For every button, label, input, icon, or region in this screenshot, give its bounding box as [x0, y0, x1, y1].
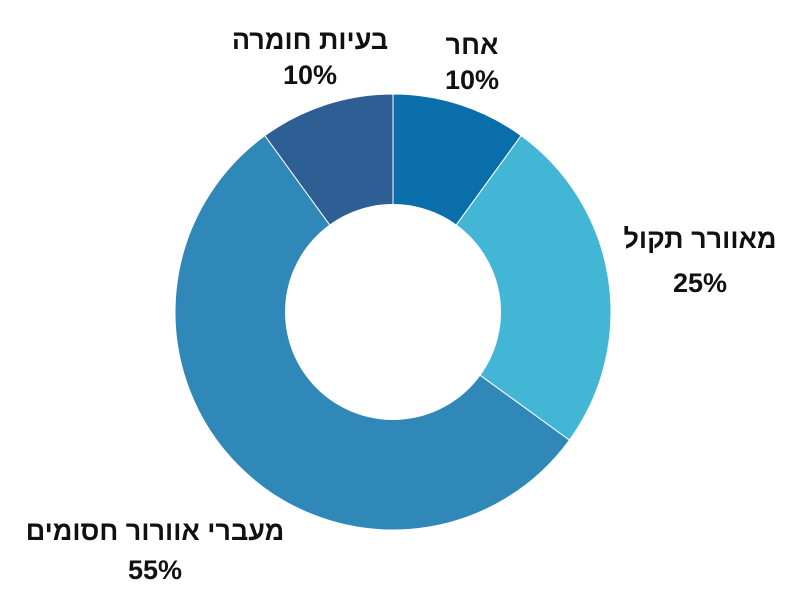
slice-label-name-other: אחר — [446, 30, 499, 60]
slice-label-name-faulty-fan: מאוורר תקול — [623, 224, 776, 254]
slice-label-value-blocked-vents: 55% — [128, 555, 182, 585]
slice-label-name-blocked-vents: מעברי אוורור חסומים — [26, 516, 285, 546]
slice-label-value-hardware-issues: 10% — [283, 60, 337, 90]
donut-hole — [285, 204, 501, 420]
slice-label-value-faulty-fan: 25% — [673, 268, 727, 298]
slice-label-value-other: 10% — [445, 65, 499, 95]
slice-label-name-hardware-issues: בעיות חומרה — [232, 25, 388, 55]
slice-faulty-fan — [392, 134, 612, 441]
